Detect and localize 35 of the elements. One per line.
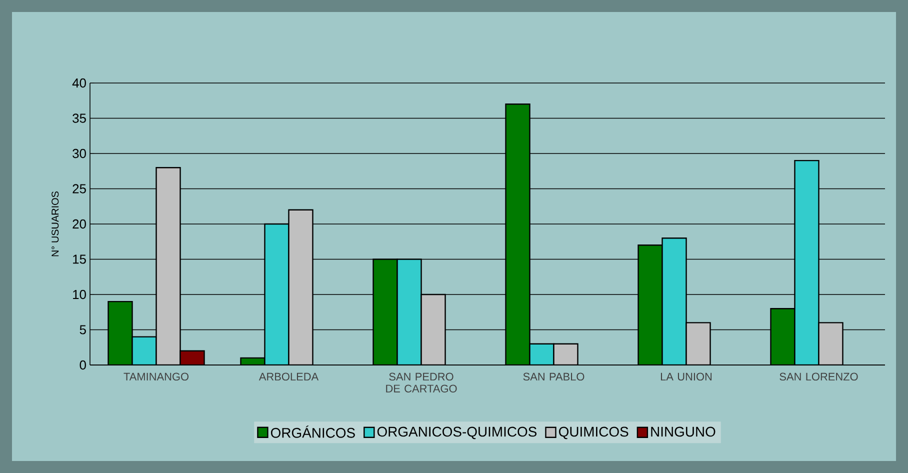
y-tick-label: 30 [72,148,86,158]
y-tick-label: 10 [73,290,86,300]
bar [372,258,398,365]
legend-label: NINGUNO [651,426,716,437]
bar [264,223,290,365]
bar [132,336,157,365]
legend-label: ORGANICOS-QUIMICOS [377,426,537,440]
x-tick-label: SAN LORENZO [780,372,858,381]
y-tick-label: 35 [72,114,86,123]
bar [108,300,133,365]
x-tick-label: TAMINANGO [124,372,189,381]
x-tick-label: LA UNION [660,372,712,381]
y-tick-label: 25 [72,184,86,194]
y-tick-label: 0 [80,360,86,370]
y-tick-label: 40 [72,78,86,88]
bar [770,308,796,365]
bar [638,244,663,365]
legend-label: QUIMICOS [558,426,628,440]
bar [686,322,711,365]
x-tick-label: ARBOLEDA [258,372,319,381]
bar [420,294,446,365]
y-tick-label: 15 [73,254,86,264]
y-axis-title: N° USUARIOS [52,191,59,256]
bar [396,258,422,365]
x-tick-label: SAN PEDRO DE CARTAGO [386,372,457,392]
y-tick-label: 20 [72,219,86,229]
bar [662,238,687,365]
bar [818,322,844,365]
y-tick-label: 5 [80,325,86,334]
x-tick-label: SAN PABLO [523,372,584,381]
bar [505,104,530,365]
legend-label: ORGÁNICOS [270,426,355,438]
bar [288,209,314,365]
bar [794,160,820,365]
bar [156,167,181,365]
